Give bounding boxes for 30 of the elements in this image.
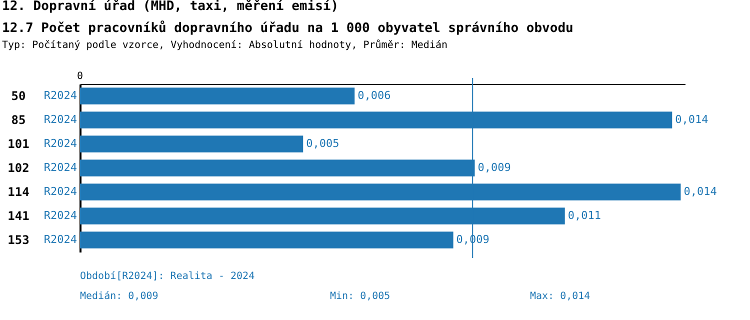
data-label: 0,014 bbox=[684, 185, 718, 198]
data-label: 0,009 bbox=[478, 161, 511, 174]
text: R2024 bbox=[44, 137, 77, 150]
text: R2024 bbox=[44, 185, 77, 198]
bar bbox=[80, 88, 355, 104]
y-tick-label: 102 bbox=[8, 161, 30, 175]
bar bbox=[80, 232, 454, 248]
y-tick-label: 85 bbox=[11, 113, 26, 127]
y-tick-label: 153 bbox=[8, 233, 30, 247]
chart-subtitle: 12.7 Počet pracovníků dopravního úřadu na 1 000 obyvatel správního obvodu bbox=[2, 20, 574, 36]
bar bbox=[80, 136, 304, 152]
text: R2024 bbox=[44, 113, 77, 126]
y-tick-label: 101 bbox=[8, 137, 30, 151]
text: R2024 bbox=[44, 209, 77, 222]
data-label: 0,011 bbox=[568, 209, 601, 222]
text: Období[R2024]: Realita - 2024 bbox=[80, 271, 255, 282]
data-label: 0,005 bbox=[306, 137, 340, 150]
text: Min: 0,005 bbox=[330, 291, 390, 302]
y-tick-label: 50 bbox=[11, 89, 26, 103]
y-tick-label: 141 bbox=[8, 209, 30, 223]
series-label: R2024 bbox=[44, 89, 78, 102]
text: R2024 bbox=[44, 233, 77, 246]
text: Max: 0,014 bbox=[530, 291, 590, 302]
annotation: 0 bbox=[77, 71, 84, 82]
text: Medián: 0,009 bbox=[80, 291, 158, 302]
data-label: 0,006 bbox=[358, 89, 391, 102]
text: R2024 bbox=[44, 161, 77, 174]
y-tick-label: 114 bbox=[8, 185, 30, 199]
text: Typ: Počítaný podle vzorce, Vyhodnocení: Absolutní hodnoty, Průměr: Medián bbox=[2, 39, 448, 51]
data-label: 0,014 bbox=[675, 113, 709, 126]
